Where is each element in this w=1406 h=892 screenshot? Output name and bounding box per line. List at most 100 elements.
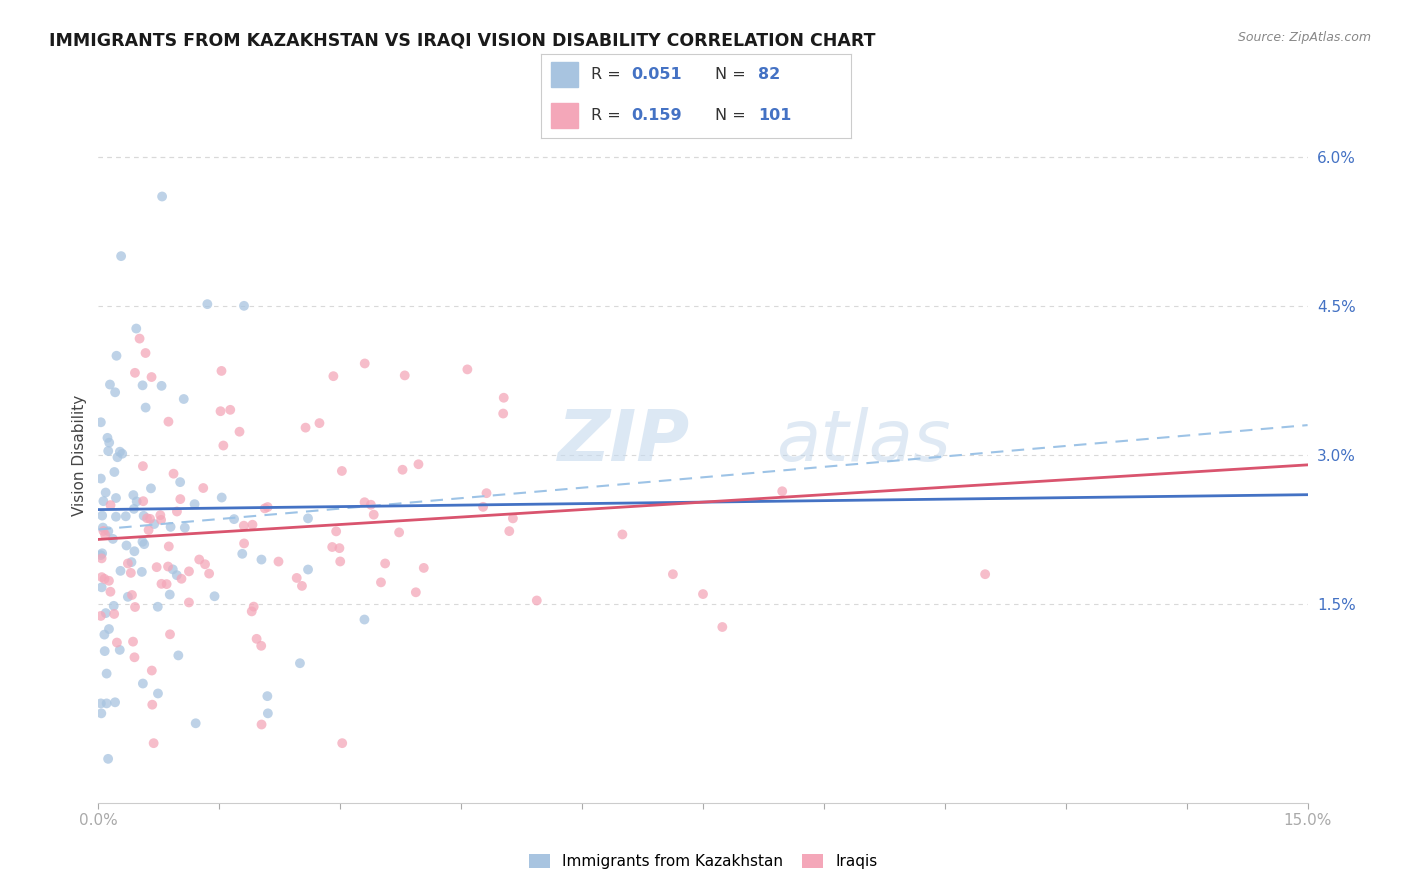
Text: 101: 101 — [758, 108, 792, 123]
Bar — [551, 62, 578, 87]
Point — [166, 504, 188, 518]
Text: 82: 82 — [758, 67, 780, 82]
Point — [104, 695, 127, 709]
Text: R =: R = — [591, 108, 626, 123]
Point — [104, 509, 127, 524]
Point — [246, 632, 269, 646]
Point — [91, 508, 114, 523]
Point — [242, 599, 264, 614]
Point — [131, 534, 153, 549]
Point — [135, 346, 157, 360]
Point — [146, 686, 169, 700]
Point — [405, 585, 427, 599]
Point — [193, 481, 215, 495]
Point — [136, 511, 159, 525]
Point — [94, 528, 117, 542]
Point — [98, 377, 121, 392]
Point — [233, 299, 256, 313]
Point — [135, 401, 157, 415]
Point — [157, 540, 180, 554]
Text: Source: ZipAtlas.com: Source: ZipAtlas.com — [1237, 31, 1371, 45]
Point — [394, 368, 416, 383]
Point — [101, 532, 124, 546]
Point — [219, 402, 242, 417]
Point — [115, 539, 138, 553]
Point — [222, 512, 245, 526]
Point — [662, 567, 685, 582]
Point — [412, 561, 434, 575]
Point — [100, 584, 122, 599]
Point — [97, 752, 120, 766]
Point — [121, 588, 143, 602]
Text: IMMIGRANTS FROM KAZAKHSTAN VS IRAQI VISION DISABILITY CORRELATION CHART: IMMIGRANTS FROM KAZAKHSTAN VS IRAQI VISI… — [49, 31, 876, 49]
Point — [145, 560, 167, 574]
Point — [139, 481, 162, 495]
Legend: Immigrants from Kazakhstan, Iraqis: Immigrants from Kazakhstan, Iraqis — [523, 847, 883, 875]
Point — [167, 648, 190, 663]
Point — [391, 463, 413, 477]
Point — [692, 587, 714, 601]
Point — [96, 666, 118, 681]
Point — [128, 332, 150, 346]
Point — [124, 366, 146, 380]
Point — [139, 512, 162, 526]
Point — [188, 552, 211, 566]
Point — [150, 189, 173, 203]
Point — [132, 494, 155, 508]
Text: atlas: atlas — [776, 407, 950, 475]
Point — [472, 500, 495, 514]
Point — [97, 444, 120, 458]
Point — [321, 540, 343, 554]
Bar — [551, 103, 578, 128]
Point — [100, 498, 122, 512]
Point — [132, 508, 155, 523]
Point — [98, 435, 121, 450]
Point — [124, 544, 146, 558]
Point — [184, 716, 207, 731]
Point — [91, 546, 114, 560]
Point — [103, 599, 125, 613]
Point — [141, 370, 163, 384]
Point — [297, 562, 319, 576]
Point — [156, 577, 179, 591]
Point — [132, 459, 155, 474]
Text: N =: N = — [714, 108, 751, 123]
Point — [711, 620, 734, 634]
Point — [183, 497, 205, 511]
Point — [94, 606, 117, 620]
Point — [125, 494, 148, 508]
Point — [204, 589, 226, 603]
Point — [974, 567, 997, 582]
Point — [110, 564, 132, 578]
Point — [90, 580, 112, 594]
Point — [90, 472, 112, 486]
Point — [173, 521, 195, 535]
Point — [198, 566, 221, 581]
Point — [110, 249, 132, 263]
Point — [233, 536, 256, 550]
Point — [124, 599, 146, 614]
Point — [250, 552, 273, 566]
Point — [94, 485, 117, 500]
Point — [285, 571, 308, 585]
Point — [328, 541, 350, 556]
Point — [103, 465, 125, 479]
Point — [170, 572, 193, 586]
Point — [166, 568, 188, 582]
Point — [120, 566, 142, 580]
Point — [211, 364, 233, 378]
Point — [159, 588, 181, 602]
Point — [150, 379, 173, 393]
Point — [117, 590, 139, 604]
Point — [93, 494, 115, 508]
Point — [96, 697, 118, 711]
Point — [97, 574, 120, 588]
Point — [122, 634, 145, 648]
Point — [250, 639, 273, 653]
Point — [143, 516, 166, 531]
Point — [138, 523, 160, 537]
Point — [162, 562, 184, 576]
Point — [194, 558, 217, 572]
Point — [149, 508, 172, 523]
Point — [169, 492, 191, 507]
